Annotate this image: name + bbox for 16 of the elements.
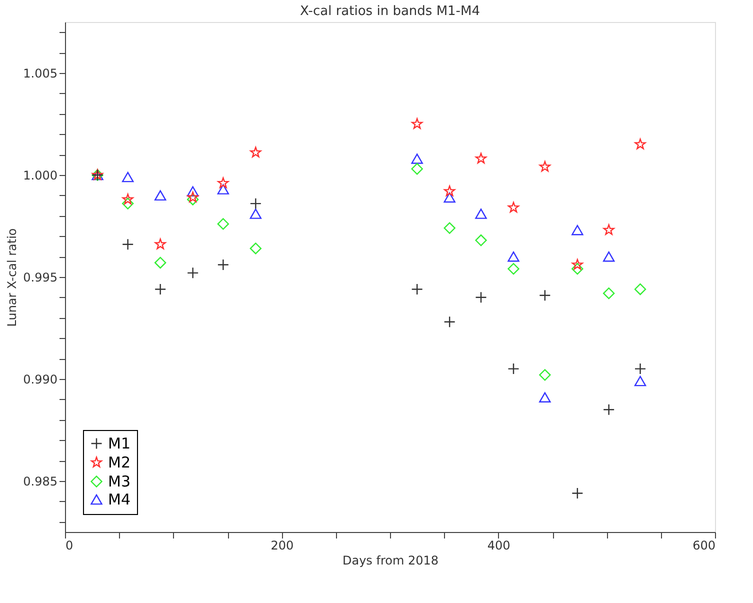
legend-label: M2 bbox=[108, 454, 130, 472]
legend-label: M1 bbox=[108, 434, 130, 452]
y-tick-label: 0.990 bbox=[23, 372, 58, 386]
chart-title: X-cal ratios in bands M1-M4 bbox=[300, 4, 480, 19]
x-tick-label: 400 bbox=[487, 538, 510, 552]
y-axis-title: Lunar X-cal ratio bbox=[5, 228, 20, 327]
x-axis-title: Days from 2018 bbox=[342, 554, 439, 568]
x-tick-label: 200 bbox=[270, 538, 294, 552]
x-tick-label: 600 bbox=[692, 538, 716, 552]
y-tick-label: 1.000 bbox=[23, 168, 58, 182]
y-tick-label: 0.985 bbox=[23, 474, 58, 488]
legend-label: M4 bbox=[108, 490, 130, 508]
y-tick-label: 0.995 bbox=[23, 270, 58, 284]
legend-label: M3 bbox=[108, 472, 130, 490]
x-tick-label: 0 bbox=[66, 538, 74, 552]
y-tick-label: 1.005 bbox=[23, 66, 58, 80]
